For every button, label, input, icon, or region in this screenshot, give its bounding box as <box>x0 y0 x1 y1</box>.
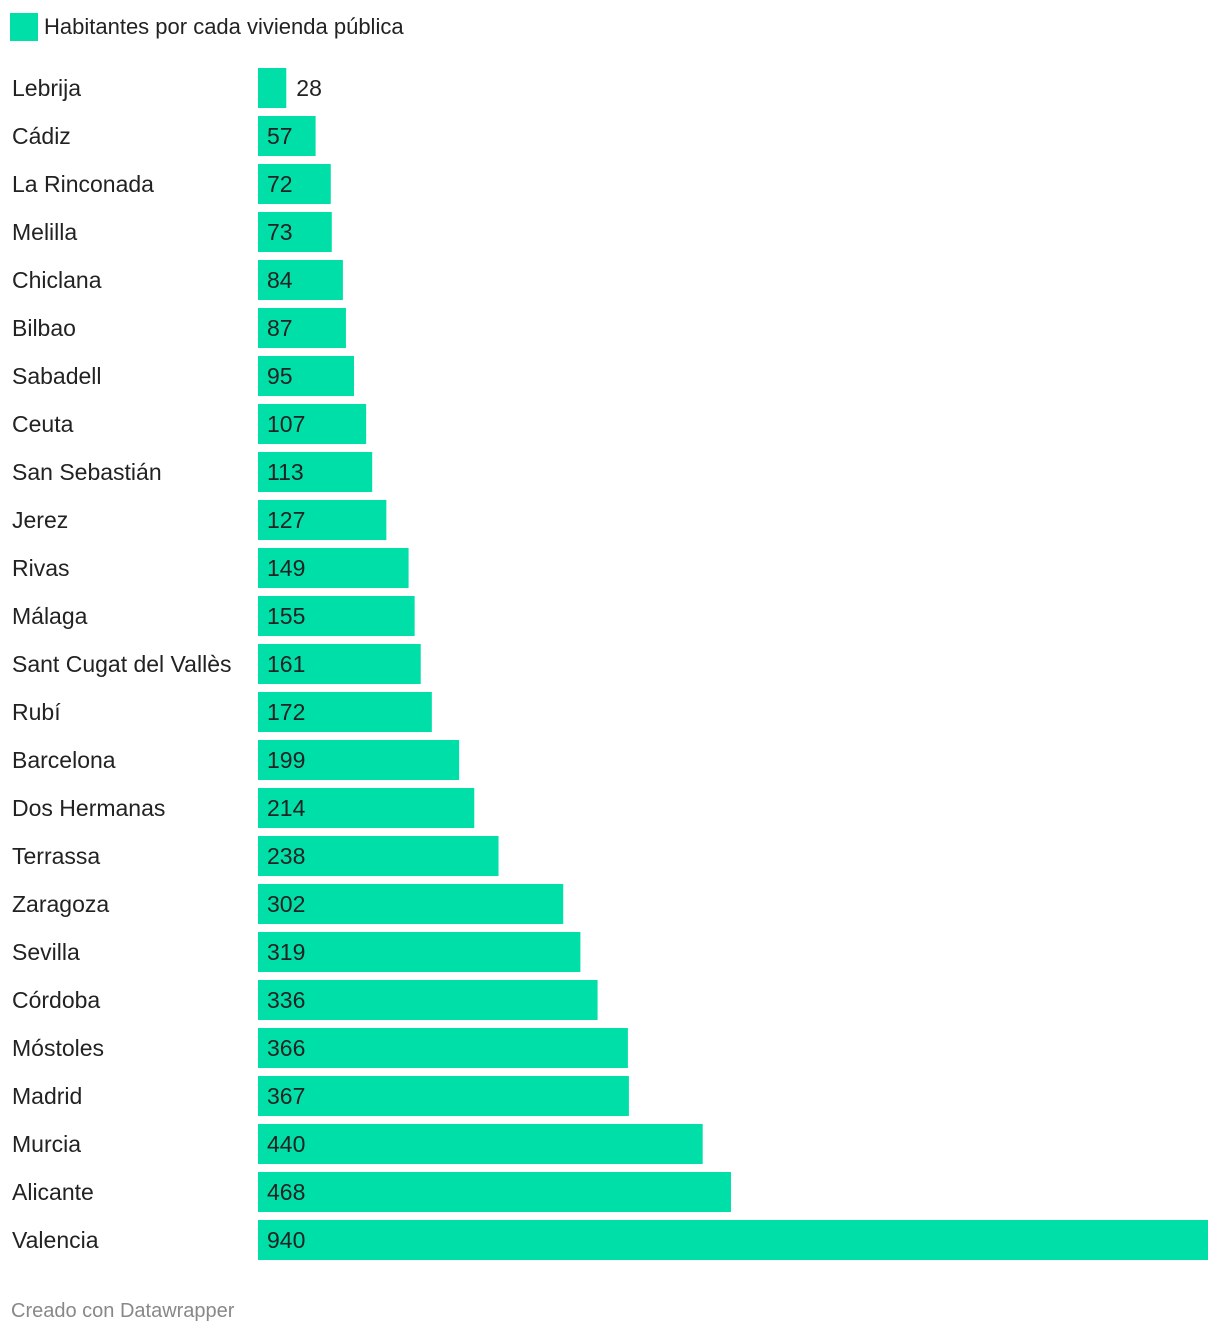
bar <box>258 452 373 492</box>
value-label: 319 <box>267 939 305 965</box>
bar <box>258 500 387 540</box>
legend-label: Habitantes por cada vivienda pública <box>44 14 404 39</box>
bar <box>258 68 287 108</box>
value-label: 149 <box>267 555 305 581</box>
bar <box>258 836 499 876</box>
bar <box>258 356 355 396</box>
category-label: Chiclana <box>12 267 102 293</box>
value-label: 199 <box>267 747 305 773</box>
legend: Habitantes por cada vivienda pública <box>10 12 404 42</box>
category-label: Bilbao <box>12 315 76 341</box>
bar <box>258 116 316 156</box>
value-label: 940 <box>267 1227 305 1253</box>
category-label: Lebrija <box>12 75 81 101</box>
bar <box>258 404 367 444</box>
category-label: Cádiz <box>12 123 71 149</box>
category-label: Murcia <box>12 1131 81 1157</box>
bar <box>258 644 421 684</box>
bar <box>258 980 598 1020</box>
category-label: Jerez <box>12 507 68 533</box>
value-label: 468 <box>267 1179 305 1205</box>
category-label: Rivas <box>12 555 70 581</box>
bar <box>258 548 409 588</box>
bar <box>258 212 332 252</box>
bar <box>258 1124 703 1164</box>
category-label: Ceuta <box>12 411 74 437</box>
category-label: Zaragoza <box>12 891 109 917</box>
bar <box>258 596 415 636</box>
value-label: 73 <box>267 219 293 245</box>
value-label: 72 <box>267 171 293 197</box>
value-label: 28 <box>296 75 322 101</box>
category-label: Barcelona <box>12 747 116 773</box>
value-label: 366 <box>267 1035 305 1061</box>
category-label: Terrassa <box>12 843 100 869</box>
value-label: 302 <box>267 891 305 917</box>
bar <box>258 788 475 828</box>
value-label: 161 <box>267 651 305 677</box>
value-label: 440 <box>267 1131 305 1157</box>
category-label: Madrid <box>12 1083 82 1109</box>
value-label: 87 <box>267 315 293 341</box>
bar <box>258 692 432 732</box>
value-label: 336 <box>267 987 305 1013</box>
value-label: 127 <box>267 507 305 533</box>
footer-credit: Creado con Datawrapper <box>11 1300 235 1322</box>
value-label: 107 <box>267 411 305 437</box>
value-label: 367 <box>267 1083 305 1109</box>
value-label: 113 <box>267 459 304 485</box>
legend-swatch <box>10 13 38 41</box>
value-label: 172 <box>267 699 305 725</box>
bar-chart: Lebrija 28 Cádiz 57 La Rinconada 72 Melilla 73 C… <box>12 68 1208 1260</box>
value-label: 155 <box>267 603 305 629</box>
bar <box>258 1220 1208 1260</box>
bar <box>258 1172 731 1212</box>
value-label: 214 <box>267 795 306 821</box>
category-label: San Sebastián <box>12 459 162 485</box>
value-label: 238 <box>267 843 305 869</box>
value-label: 57 <box>267 123 293 149</box>
bar <box>258 260 343 300</box>
value-label: 84 <box>267 267 293 293</box>
bar <box>258 932 581 972</box>
value-label: 95 <box>267 363 293 389</box>
category-label: Sant Cugat del Vallès <box>12 651 232 677</box>
bar <box>258 164 331 204</box>
bar <box>258 740 460 780</box>
category-label: Sabadell <box>12 363 102 389</box>
category-label: Rubí <box>12 699 61 725</box>
category-label: Córdoba <box>12 987 100 1013</box>
category-label: La Rinconada <box>12 171 154 197</box>
category-label: Valencia <box>12 1227 99 1253</box>
category-label: Móstoles <box>12 1035 104 1061</box>
bar <box>258 1028 628 1068</box>
category-label: Málaga <box>12 603 88 629</box>
category-label: Sevilla <box>12 939 80 965</box>
bar <box>258 884 564 924</box>
category-label: Alicante <box>12 1179 94 1205</box>
category-label: Dos Hermanas <box>12 795 165 821</box>
bar <box>258 1076 629 1116</box>
bar <box>258 308 346 348</box>
category-label: Melilla <box>12 219 77 245</box>
